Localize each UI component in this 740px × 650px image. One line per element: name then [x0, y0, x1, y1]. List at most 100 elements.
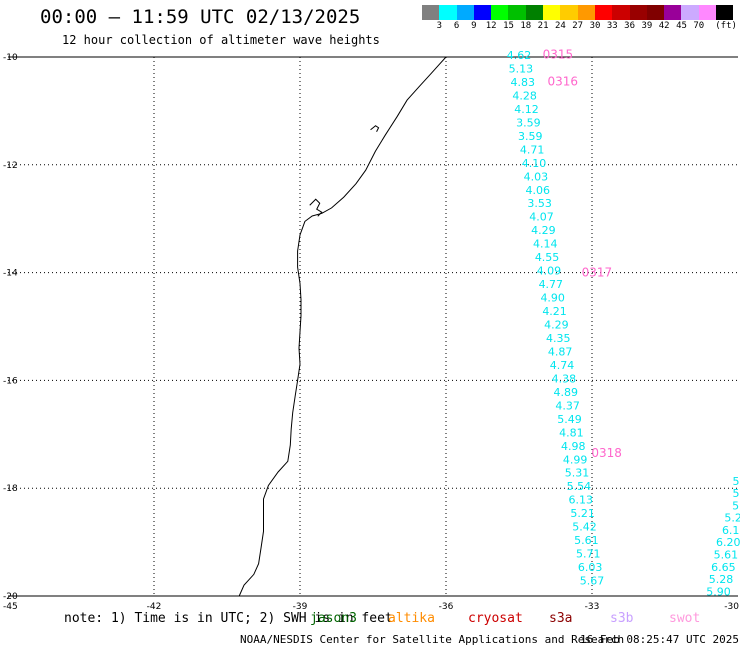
longitude-tick-label: -39	[293, 602, 308, 612]
swh-value-label: 4.29	[544, 319, 569, 332]
swh-value-label: 4.38	[552, 372, 577, 385]
latitude-tick-label: -14	[3, 269, 18, 279]
swh-value-label: 3.59	[518, 130, 543, 143]
coastline-path	[238, 56, 447, 597]
swh-value-label: 4.35	[546, 332, 571, 345]
color-swatch	[629, 5, 647, 20]
footer-note: note: 1) Time is in UTC; 2) SWH is in fe…	[64, 611, 393, 626]
swh-value-label: 3.53	[527, 197, 552, 210]
color-scale-label: 6	[453, 21, 460, 31]
swh-value-label: 6.65	[711, 561, 736, 574]
color-swatch	[491, 5, 509, 20]
longitude-tick-label: -30	[724, 602, 739, 612]
pass-time-label: 0317	[582, 266, 613, 280]
latitude-tick-label: -10	[3, 53, 18, 63]
longitude-tick-label: -36	[439, 602, 454, 612]
pass-time-label: 0315	[543, 47, 574, 61]
chart-subtitle: 12 hour collection of altimeter wave hei…	[62, 33, 380, 47]
color-swatch	[508, 5, 526, 20]
swh-value-label: 4.21	[542, 305, 567, 318]
longitude-tick-label: -42	[147, 602, 162, 612]
swh-value-label: 4.90	[540, 292, 565, 305]
swh-value-label: 4.99	[563, 453, 588, 466]
graticule	[8, 56, 738, 597]
color-scale-label: 9	[471, 21, 477, 31]
pass-time-label: 0318	[591, 446, 622, 460]
color-swatch	[439, 5, 457, 20]
color-swatch	[543, 5, 561, 20]
swh-value-label: 4.71	[520, 143, 545, 156]
mission-label-s3b: s3b	[610, 611, 634, 626]
color-scale-label: 3	[436, 21, 443, 31]
swh-value-label: 4.81	[559, 426, 584, 439]
swh-value-label: 5.13	[509, 62, 534, 75]
credit-text: NOAA/NESDIS Center for Satellite Applica…	[240, 633, 625, 646]
swh-value-label: 4.09	[537, 265, 562, 278]
swh-value-label: 5.2	[724, 512, 740, 525]
color-scale-label: 18	[520, 21, 532, 31]
swh-value-label: 5.90	[706, 585, 731, 598]
swh-value-label: 4.98	[561, 440, 586, 453]
swh-value-label: 6.20	[716, 536, 740, 549]
mission-label-altika: altika	[388, 611, 435, 626]
swh-value-label: 4.55	[535, 251, 560, 264]
mission-label-swot: swot	[669, 611, 701, 626]
swh-value-label: 5.54	[567, 480, 592, 493]
swh-value-label: 5.31	[565, 467, 590, 480]
color-scale-labels: 3 6 9 12 15 18 21 24 27 30 33 36 39 42 45 70 (ft)	[422, 21, 740, 33]
swh-value-label: 3.59	[516, 116, 541, 129]
axis-tick-labels: -10 -12 -14 -16 -18 -20-45 -42 -39 -36 -33 -30	[3, 53, 739, 612]
swh-value-label: 4.07	[529, 211, 554, 224]
color-scale-label: 21	[537, 21, 549, 31]
generated-timestamp: 16 Feb 08:25:47 UTC 2025	[580, 633, 739, 646]
color-swatch	[560, 5, 578, 20]
color-scale-label: 15	[503, 21, 514, 31]
swh-value-label: 5	[733, 487, 740, 500]
swh-value-label: 6.1	[722, 524, 740, 537]
swh-value-label: 5.61	[714, 548, 739, 561]
swh-value-label: 4.03	[524, 170, 549, 183]
swh-value-label: 4.29	[531, 224, 556, 237]
color-swatch	[473, 5, 492, 20]
swh-value-label: 5.61	[574, 534, 599, 547]
swh-value-label: 4.74	[550, 359, 575, 372]
swh-value-label: 4.89	[554, 386, 579, 399]
swh-value-label: 5	[733, 475, 740, 488]
altimeter-track-a: 4.625.134.834.284.123.593.594.714.104.03…	[507, 49, 605, 588]
color-swatch	[422, 5, 440, 20]
mission-label-s3a: s3a	[549, 611, 573, 626]
color-scale-label: 33	[606, 21, 618, 31]
swh-value-label: 4.14	[533, 238, 558, 251]
color-scale-bar	[422, 5, 734, 20]
swh-value-label: 6.03	[578, 561, 603, 574]
bay-detail	[370, 125, 380, 132]
swh-value-label: 4.77	[539, 278, 564, 291]
color-scale-label: 70	[693, 21, 705, 31]
swh-value-label: 4.12	[514, 103, 539, 116]
latitude-tick-label: -16	[3, 376, 18, 386]
color-swatch	[594, 5, 613, 20]
color-scale-label: 12	[485, 21, 497, 31]
swh-value-label: 4.37	[555, 399, 580, 412]
color-swatch	[646, 5, 665, 20]
swh-value-label: 4.10	[522, 157, 547, 170]
swh-value-label: 4.06	[525, 184, 550, 197]
color-scale-label: 27	[572, 21, 584, 31]
swh-value-label: 4.62	[507, 49, 532, 62]
color-swatch	[716, 5, 734, 20]
mission-label-jason3: jason3	[310, 611, 357, 626]
swh-value-label: 5	[732, 499, 739, 512]
color-swatch	[664, 5, 682, 20]
longitude-tick-label: -33	[585, 602, 600, 612]
swh-value-label: 5.71	[576, 548, 601, 561]
color-scale-label: 24	[554, 21, 566, 31]
bay-detail	[309, 198, 323, 217]
coastline	[238, 56, 447, 597]
color-swatch	[681, 5, 699, 20]
color-swatch	[525, 5, 544, 20]
pass-labels: 0315 0316 0317 0318	[543, 47, 622, 460]
color-scale-label: 30	[589, 21, 601, 31]
swh-value-label: 5.49	[557, 413, 582, 426]
swh-value-label: 4.87	[548, 345, 573, 358]
